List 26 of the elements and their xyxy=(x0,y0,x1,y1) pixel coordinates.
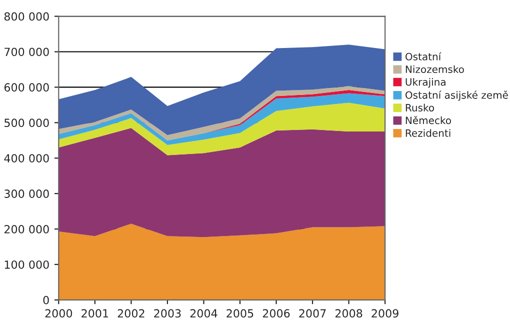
x-tick-label: 2001 xyxy=(82,309,108,318)
x-tick-label: 2009 xyxy=(372,309,398,318)
legend-label: Rusko xyxy=(406,104,434,112)
legend-label: Ostatní xyxy=(406,52,442,60)
y-tick-label: 500 000 xyxy=(4,118,49,128)
y-tick-label: 400 000 xyxy=(4,154,49,162)
x-tick-label: 2003 xyxy=(154,309,181,318)
legend-label: Ukrajina xyxy=(406,78,446,88)
y-tick-label: 700 000 xyxy=(4,48,49,56)
legend-label: Ostatní asijské země xyxy=(406,90,508,101)
x-tick-label: 2005 xyxy=(226,309,254,318)
x-tick-label: 2004 xyxy=(190,309,218,318)
legend-label: Rezidenti xyxy=(406,129,450,137)
x-tick-label: 2000 xyxy=(45,309,72,318)
y-tick-label: 300 000 xyxy=(4,190,49,198)
legend-label: Německo xyxy=(406,116,451,124)
x-tick-label: 2008 xyxy=(335,309,362,318)
y-tick-label: 600 000 xyxy=(4,83,49,92)
legend-label: Nizozemsko xyxy=(406,65,464,74)
y-tick-label: 0 xyxy=(43,296,49,304)
x-tick-label: 2007 xyxy=(299,309,326,318)
y-tick-label: 100 000 xyxy=(4,260,49,269)
y-tick-label: 800 000 xyxy=(4,12,49,21)
y-tick-label: 200 000 xyxy=(4,224,49,234)
x-tick-label: 2002 xyxy=(118,309,144,318)
x-tick-label: 2006 xyxy=(262,309,290,318)
